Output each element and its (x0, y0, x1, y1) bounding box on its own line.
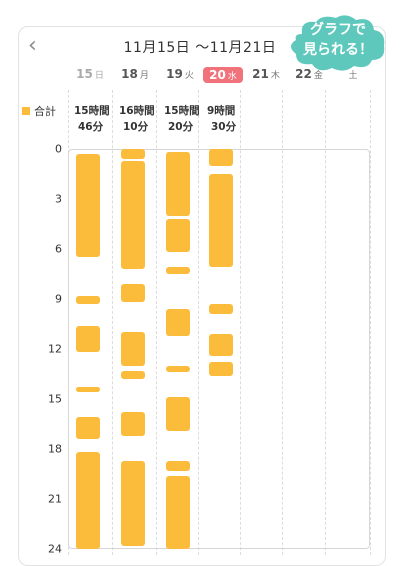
column-divider (112, 90, 113, 555)
day-number: 15 (76, 67, 93, 81)
sleep-bar[interactable] (209, 362, 233, 376)
day-weekday: 土 (348, 71, 358, 81)
total-minutes: 20分 (168, 121, 194, 133)
sleep-bar[interactable] (166, 309, 190, 336)
y-tick-label: 9 (55, 292, 62, 306)
sleep-bar[interactable] (76, 295, 100, 304)
day-number: 18 (121, 67, 138, 81)
y-tick-label: 15 (48, 392, 62, 406)
y-tick-label: 0 (55, 142, 62, 156)
badge-line-1: グラフで (310, 22, 366, 38)
day-header-1[interactable]: 18 月 (115, 67, 155, 81)
total-minutes: 46分 (78, 121, 104, 133)
sleep-bar[interactable] (76, 387, 100, 393)
day-header-3[interactable]: 20 水 (203, 67, 243, 83)
sleep-bar[interactable] (121, 332, 145, 366)
day-number: 19 (166, 67, 183, 81)
total-hours: 16時間 (119, 105, 155, 117)
y-tick-label: 6 (55, 242, 62, 256)
day-weekday: 水 (227, 72, 237, 82)
legend-label: 合計 (34, 105, 56, 118)
day-weekday: 火 (184, 71, 194, 81)
speech-bubble-badge (291, 15, 385, 71)
day-header-2[interactable]: 19 火 (160, 67, 200, 81)
daily-total: 15時間 46分 (74, 103, 116, 135)
total-minutes: 10分 (123, 121, 149, 133)
daily-total: 16時間 10分 (119, 103, 161, 135)
sleep-bar[interactable] (76, 154, 100, 258)
day-weekday: 日 (94, 71, 104, 81)
day-header-6[interactable]: 土 (332, 67, 372, 81)
sleep-bar[interactable] (121, 370, 145, 379)
day-number: 20 (209, 68, 226, 82)
day-number: 22 (295, 67, 312, 81)
day-weekday: 月 (139, 71, 149, 81)
total-hours: 15時間 (164, 105, 200, 117)
legend-total: 合計 (22, 103, 56, 119)
sleep-bar[interactable] (121, 160, 145, 269)
y-tick-label: 21 (48, 492, 62, 506)
column-divider (325, 90, 326, 555)
sleep-bar[interactable] (166, 365, 190, 373)
column-divider (370, 90, 371, 555)
column-divider (156, 90, 157, 555)
badge-text: グラフで 見られる！ (288, 20, 388, 60)
day-header-0[interactable]: 15 日 (70, 67, 110, 81)
day-weekday: 金 (313, 71, 323, 81)
sleep-bar[interactable] (209, 334, 233, 356)
day-weekday: 木 (270, 71, 280, 81)
total-hours: 15時間 (74, 105, 110, 117)
column-divider (282, 90, 283, 555)
sleep-bar[interactable] (209, 304, 233, 314)
total-minutes: 30分 (211, 121, 237, 133)
sleep-bar[interactable] (121, 149, 145, 159)
y-tick-label: 18 (48, 442, 62, 456)
daily-total: 9時間 30分 (207, 103, 249, 135)
sleep-bar[interactable] (166, 267, 190, 274)
sleep-bar[interactable] (209, 149, 233, 166)
badge-line-2: 見られる！ (303, 42, 373, 58)
column-divider (240, 90, 241, 555)
sleep-bar[interactable] (76, 417, 100, 439)
sleep-bar[interactable] (121, 284, 145, 303)
sleep-bar[interactable] (121, 460, 145, 546)
day-header-5[interactable]: 22 金 (289, 67, 329, 81)
back-chevron-icon[interactable]: ‹ (28, 33, 37, 58)
column-divider (198, 90, 199, 555)
sleep-bar[interactable] (166, 397, 190, 431)
sleep-bar[interactable] (121, 412, 145, 436)
day-header-4[interactable]: 21 木 (246, 67, 286, 81)
sleep-bar[interactable] (166, 152, 190, 216)
daily-total: 15時間 20分 (164, 103, 206, 135)
sleep-bar[interactable] (209, 174, 233, 268)
y-tick-label: 24 (48, 542, 62, 556)
day-number: 21 (252, 67, 269, 81)
sleep-bar[interactable] (76, 325, 100, 353)
y-tick-label: 12 (48, 342, 62, 356)
sleep-bar[interactable] (76, 452, 100, 549)
sleep-bar[interactable] (166, 219, 190, 253)
legend-swatch (22, 107, 30, 115)
date-range-title: 11月15日 〜11月21日 (123, 40, 277, 56)
sleep-bar[interactable] (166, 475, 190, 549)
y-tick-label: 3 (55, 192, 62, 206)
sleep-bar[interactable] (166, 460, 190, 471)
total-hours: 9時間 (207, 105, 236, 117)
